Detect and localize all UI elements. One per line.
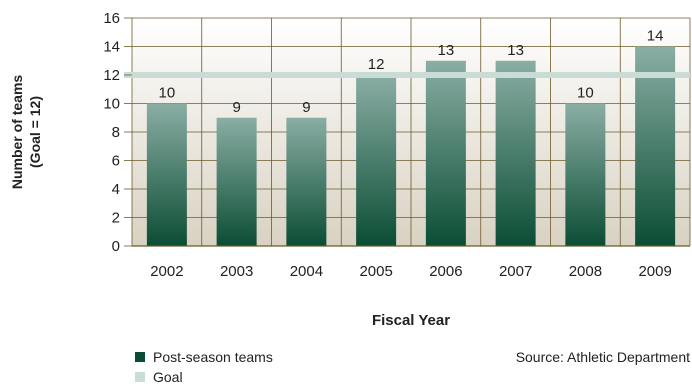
x-tick-label: 2004: [290, 263, 323, 280]
bar: [565, 103, 606, 246]
bar: [286, 117, 327, 246]
y-axis-title-line1: Number of teams: [9, 75, 25, 190]
bar-value-label: 10: [159, 85, 176, 102]
x-axis-categories: 2002 2003 2004 2005 2006 2007 2008 2009: [150, 263, 672, 280]
legend-label-goal: Goal: [153, 369, 183, 385]
legend-label-series: Post-season teams: [153, 349, 273, 365]
value-labels: 10 9 9 12 13 13 10 14: [159, 28, 664, 116]
x-tick-label: 2008: [569, 263, 602, 280]
bar-value-label: 9: [232, 99, 240, 116]
y-tick-label: 8: [112, 124, 120, 141]
x-tick-label: 2007: [499, 263, 532, 280]
y-tick-label: 10: [103, 96, 120, 113]
x-tick-label: 2005: [359, 263, 392, 280]
x-tick-label: 2006: [429, 263, 462, 280]
bar-value-label: 12: [368, 56, 385, 73]
y-tick-label: 12: [103, 67, 120, 84]
x-axis-title: Fiscal Year: [372, 312, 450, 329]
bar: [425, 60, 466, 246]
bar: [635, 46, 676, 246]
bar: [356, 75, 397, 246]
x-tick-label: 2002: [150, 263, 183, 280]
bar-value-label: 13: [438, 42, 455, 59]
y-tick-label: 4: [112, 181, 120, 198]
y-tick-label: 6: [112, 153, 120, 170]
bar-value-label: 14: [647, 28, 664, 45]
y-tick-label: 14: [103, 39, 120, 56]
bars: [146, 46, 676, 246]
bar: [216, 117, 257, 246]
y-tick-label: 0: [112, 238, 120, 255]
source-note: Source: Athletic Department: [515, 349, 690, 365]
bar-value-label: 9: [302, 99, 310, 116]
goal-line: [124, 72, 690, 78]
y-axis-ticks: 0 2 4 6 8 10 12 14 16: [103, 10, 132, 255]
bar: [146, 103, 187, 246]
legend-item-goal: Goal: [135, 367, 273, 387]
bar-value-label: 13: [507, 42, 524, 59]
bar: [495, 60, 536, 246]
legend: Post-season teams Goal: [135, 347, 273, 387]
legend-swatch-goal: [135, 372, 145, 382]
bar-value-label: 10: [577, 85, 594, 102]
y-tick-label: 2: [112, 210, 120, 227]
legend-swatch-series: [135, 352, 145, 362]
y-axis-title-line2: (Goal = 12): [27, 96, 43, 168]
x-tick-label: 2009: [638, 263, 671, 280]
y-tick-label: 16: [103, 10, 120, 27]
x-tick-label: 2003: [220, 263, 253, 280]
legend-item-series: Post-season teams: [135, 347, 273, 367]
